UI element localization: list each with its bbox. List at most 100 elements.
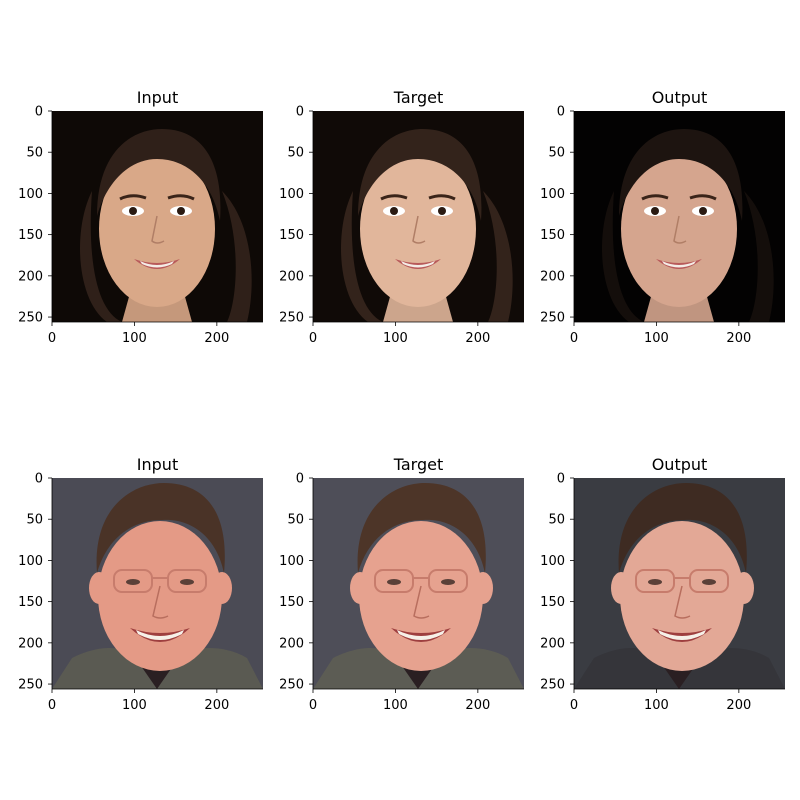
pupil-left — [390, 207, 398, 215]
y-tick-label: 250 — [279, 678, 304, 693]
hair-top — [96, 483, 225, 573]
eye-right — [702, 579, 716, 585]
panel-target-1: Target 0 50 100 150 200 250 0 100 200 — [279, 88, 524, 346]
y-tick-label: 150 — [18, 228, 43, 243]
eye-left — [126, 579, 140, 585]
glasses-right-lens — [428, 569, 468, 593]
hair-right — [222, 191, 252, 322]
x-tick-label: 200 — [204, 698, 229, 713]
y-tick-label: 200 — [540, 636, 565, 651]
teeth — [662, 261, 696, 268]
y-tick-label: 50 — [548, 146, 565, 161]
y-tick-label: 0 — [557, 105, 565, 120]
glasses-right-lens — [167, 569, 207, 593]
panel-title: Target — [393, 88, 444, 107]
hair-left — [341, 191, 383, 322]
face — [360, 151, 476, 307]
portrait-woman-dark-hair — [341, 129, 513, 322]
x-tick-label: 100 — [383, 698, 408, 713]
x-tick-label: 0 — [570, 331, 578, 346]
pupil-right — [699, 207, 707, 215]
eye-left — [387, 579, 401, 585]
y-tick-label: 250 — [540, 678, 565, 693]
y-tick-label: 100 — [18, 187, 43, 202]
hair-right — [744, 191, 774, 322]
eye-right — [441, 579, 455, 585]
y-tick-label: 250 — [18, 311, 43, 326]
y-tick-label: 150 — [540, 595, 565, 610]
brow-right — [167, 194, 195, 201]
mouth — [391, 628, 451, 642]
nose — [152, 585, 169, 619]
panel-title: Input — [137, 455, 178, 474]
panel-title: Output — [652, 88, 708, 107]
y-tick-label: 100 — [540, 554, 565, 569]
y-tick-label: 0 — [35, 105, 43, 120]
y-tick-label: 150 — [18, 595, 43, 610]
face — [99, 151, 215, 307]
mouth — [652, 628, 712, 642]
x-tick-label: 200 — [465, 331, 490, 346]
hair-left — [80, 191, 122, 322]
nose — [412, 215, 426, 244]
eye-left — [648, 579, 662, 585]
x-tick-label: 200 — [465, 698, 490, 713]
panel-output-1: Output 0 50 100 150 200 250 0 100 200 — [540, 88, 785, 346]
y-tick-label: 200 — [18, 636, 43, 651]
x-tick-label: 0 — [48, 698, 56, 713]
y-tick-label: 150 — [540, 228, 565, 243]
brow-right — [689, 194, 717, 201]
portrait-image — [574, 111, 785, 322]
portrait-woman-dark-hair — [80, 129, 252, 322]
teeth — [140, 261, 174, 268]
hair-top — [97, 129, 221, 221]
mouth — [656, 259, 702, 269]
mouth — [130, 628, 190, 642]
panel-input-2: Input 0 50 100 150 200 250 0 100 200 — [18, 455, 263, 713]
y-tick-label: 200 — [279, 636, 304, 651]
face — [98, 521, 222, 671]
y-tick-label: 0 — [296, 472, 304, 487]
portrait-image — [52, 111, 263, 322]
y-tick-label: 50 — [287, 146, 304, 161]
nose — [413, 585, 430, 619]
nose — [673, 215, 687, 244]
panel-title: Output — [652, 455, 708, 474]
panel-title: Input — [137, 88, 178, 107]
hair-left — [602, 191, 644, 322]
brow-left — [380, 194, 408, 201]
portrait-image — [574, 478, 785, 689]
y-tick-label: 250 — [18, 678, 43, 693]
panel-input-1: Input 0 50 100 150 200 250 0 100 200 — [18, 88, 263, 346]
teeth — [401, 261, 435, 268]
face — [359, 521, 483, 671]
mouth — [395, 259, 441, 269]
x-tick-label: 100 — [644, 698, 669, 713]
teeth — [658, 630, 706, 640]
teeth — [397, 630, 445, 640]
y-tick-label: 50 — [548, 513, 565, 528]
x-tick-label: 200 — [726, 331, 751, 346]
portrait-image — [313, 478, 524, 689]
y-tick-label: 200 — [18, 269, 43, 284]
y-tick-label: 150 — [279, 595, 304, 610]
glasses-right-lens — [689, 569, 729, 593]
glasses-left-lens — [113, 569, 153, 593]
panel-output-2: Output 0 50 100 150 200 250 0 100 200 — [540, 455, 785, 713]
nose — [674, 585, 691, 619]
face — [620, 521, 744, 671]
portrait-image — [313, 111, 524, 322]
portrait-man-glasses — [574, 483, 785, 689]
hair-right — [483, 191, 513, 322]
x-tick-label: 100 — [122, 698, 147, 713]
y-tick-label: 50 — [26, 513, 43, 528]
y-tick-label: 100 — [279, 187, 304, 202]
glasses-left-lens — [374, 569, 414, 593]
mouth — [134, 259, 180, 269]
panel-title: Target — [393, 455, 444, 474]
x-tick-label: 0 — [309, 331, 317, 346]
y-tick-label: 0 — [35, 472, 43, 487]
x-tick-label: 100 — [122, 331, 147, 346]
y-tick-label: 100 — [18, 554, 43, 569]
